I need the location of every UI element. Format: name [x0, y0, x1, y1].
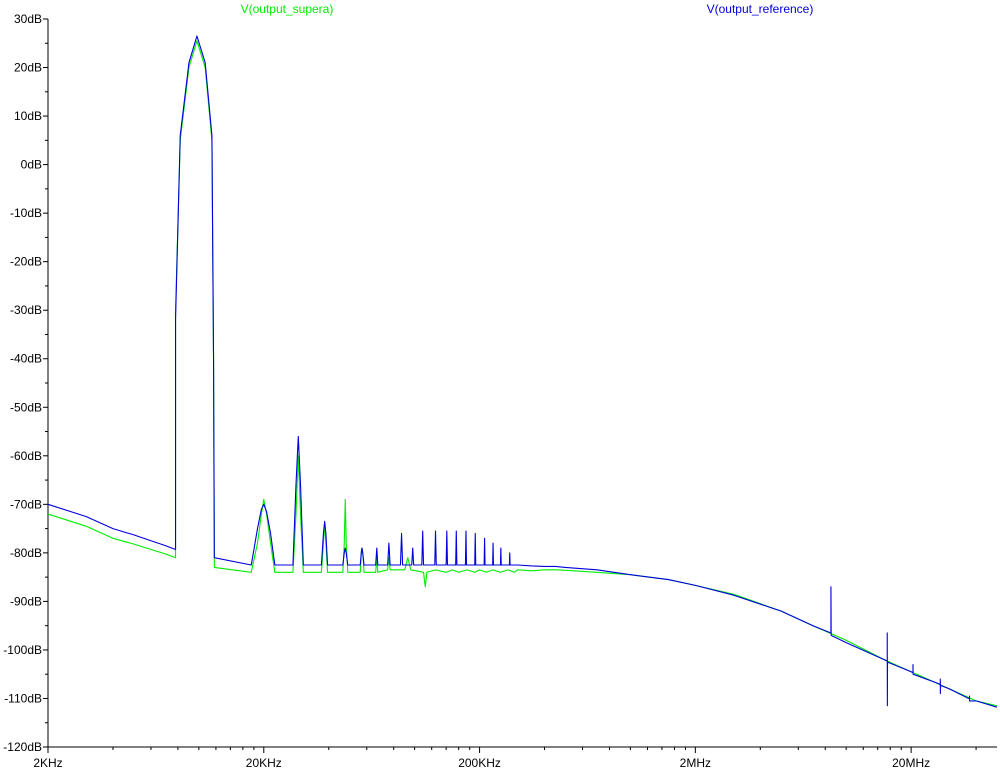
y-tick-label: 0dB — [21, 158, 42, 172]
series-line-output-reference — [47, 35, 998, 708]
y-tick-label: -120dB — [3, 740, 42, 754]
legend-entry-output-reference: V(output_reference) — [707, 2, 814, 16]
legend: V(output_supera) V(output_reference) — [241, 2, 814, 16]
x-tick-label: 2KHz — [33, 756, 62, 770]
y-tick-label: -110dB — [4, 691, 42, 705]
y-tick-label: 30dB — [14, 12, 42, 26]
series-line-output-supera — [47, 40, 998, 707]
y-tick-label: 20dB — [14, 61, 42, 75]
axes: 30dB 20dB 10dB 0dB -10dB -20dB -30dB -40dB -50dB… — [3, 12, 997, 770]
y-tick-label: 10dB — [14, 109, 42, 123]
series-lines — [47, 35, 998, 708]
x-tick-label: 20KHz — [246, 756, 282, 770]
y-tick-label: -20dB — [10, 255, 42, 269]
y-tick-label: -40dB — [10, 352, 42, 366]
y-tick-label: -60dB — [10, 449, 42, 463]
y-tick-label: -50dB — [10, 400, 42, 414]
y-tick-label: -30dB — [10, 303, 42, 317]
x-tick-label: 20MHz — [892, 756, 930, 770]
legend-entry-output-supera: V(output_supera) — [241, 2, 334, 16]
y-tick-label: -10dB — [10, 206, 42, 220]
y-tick-label: -90dB — [10, 594, 42, 608]
y-tick-label: -80dB — [10, 546, 42, 560]
y-tick-label: -70dB — [10, 497, 42, 511]
y-tick-label: -100dB — [3, 643, 42, 657]
x-tick-label: 2MHz — [680, 756, 711, 770]
x-tick-label: 200KHz — [458, 756, 501, 770]
